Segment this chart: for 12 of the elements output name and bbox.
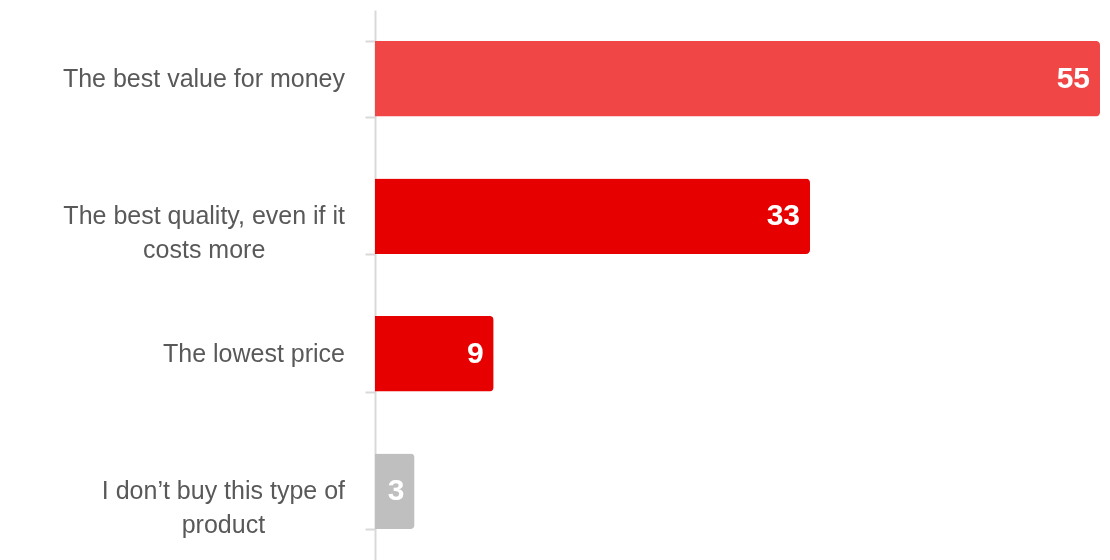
y-tick-label: The lowest price <box>162 338 346 367</box>
y-tick-label: I don’t buy this type of product <box>101 476 346 539</box>
bar <box>375 178 810 255</box>
data-label: 3 <box>387 473 405 507</box>
bar <box>375 453 415 530</box>
data-label: 9 <box>466 335 484 369</box>
bar <box>375 40 1100 117</box>
data-label: 55 <box>1056 60 1090 94</box>
y-tick-label: The best quality, even if it costs more <box>63 201 346 264</box>
y-tick-label: The best value for money <box>62 63 346 92</box>
bar <box>375 315 494 392</box>
data-label: 33 <box>766 198 800 232</box>
